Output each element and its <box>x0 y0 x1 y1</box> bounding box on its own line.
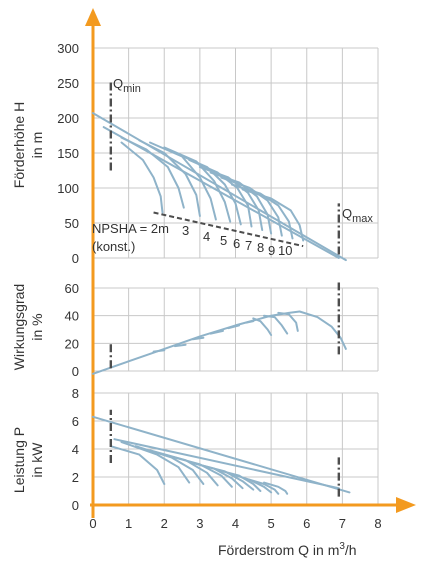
x-axis-label: Förderstrom Q in m3/h <box>218 541 357 558</box>
x-tick-label: 4 <box>232 516 239 531</box>
qmin-label: Qmin <box>113 76 141 95</box>
qmax-label-sub: max <box>352 213 373 225</box>
y-axis-arrow-icon <box>85 8 101 26</box>
head-y-tick-label: 250 <box>57 76 79 91</box>
axis-layer <box>85 8 416 518</box>
efficiency-curve <box>92 310 301 375</box>
efficiency-curve <box>209 329 224 335</box>
head-curve <box>241 188 305 242</box>
efficiency-curve <box>252 317 273 336</box>
qmax-label: Qmax <box>342 206 373 225</box>
npsha-value-8: 8 <box>257 240 264 255</box>
power-curve <box>263 481 289 495</box>
efficiency-y-tick-label: 0 <box>72 364 79 379</box>
power-curve <box>230 473 273 494</box>
npsha-value-9: 9 <box>268 243 275 258</box>
power-curve <box>92 415 351 494</box>
head-y-tick-label: 50 <box>65 216 79 231</box>
head-curve <box>173 152 242 226</box>
curve-layer <box>92 112 351 495</box>
head-curve <box>230 183 294 240</box>
head-ylabel-line1: Förderhöhe H <box>11 102 27 188</box>
x-tick-label: 2 <box>161 516 168 531</box>
x-tick-label: 6 <box>303 516 310 531</box>
npsha-value-4: 4 <box>203 229 210 244</box>
head-y-tick-label: 300 <box>57 41 79 56</box>
efficiency-curve <box>152 349 166 353</box>
head-curve <box>149 141 217 221</box>
head-y-tick-label: 150 <box>57 146 79 161</box>
head-curve <box>209 171 273 235</box>
head-ylabel-line2: in m <box>29 132 45 158</box>
power-curve <box>248 478 280 495</box>
head-curve <box>92 112 347 262</box>
x-axis-arrow-icon <box>396 497 416 513</box>
efficiency-ylabel-line1: Wirkungsgrad <box>11 284 27 370</box>
x-axis-label-end: /h <box>345 542 357 558</box>
qmin-label-sub: min <box>123 83 141 95</box>
power-curve <box>163 453 233 488</box>
npsha-line <box>153 211 304 248</box>
head-curve <box>188 159 253 228</box>
x-tick-label: 0 <box>89 516 96 531</box>
power-curve <box>109 445 166 485</box>
qmin-label-main: Q <box>113 76 123 91</box>
power-y-tick-label: 0 <box>72 498 79 513</box>
power-y-tick-label: 8 <box>72 386 79 401</box>
efficiency-y-tick-label: 20 <box>65 336 79 351</box>
x-axis-label-sup: 3 <box>339 541 345 552</box>
npsha-label-line1: NPSHA = 2m <box>92 221 169 236</box>
efficiency-curve <box>191 336 205 341</box>
npsha-value-5: 5 <box>220 233 227 248</box>
head-y-tick-label: 200 <box>57 111 79 126</box>
power-ylabel-line2: in kW <box>29 442 45 478</box>
efficiency-y-tick-label: 40 <box>65 309 79 324</box>
efficiency-curve <box>227 324 241 330</box>
npsha-value-10: 10 <box>278 243 292 258</box>
x-tick-label: 3 <box>196 516 203 531</box>
efficiency-curve <box>277 311 299 332</box>
power-y-tick-label: 6 <box>72 414 79 429</box>
efficiency-ylabel-line2: in % <box>29 313 45 340</box>
head-y-tick-label: 0 <box>72 251 79 266</box>
power-y-tick-label: 4 <box>72 442 79 457</box>
efficiency-curve <box>263 314 289 335</box>
efficiency-curve <box>298 310 347 350</box>
npsha-value-3: 3 <box>182 223 189 238</box>
head-curve <box>120 141 164 214</box>
efficiency-curve <box>245 320 255 324</box>
x-tick-label: 1 <box>125 516 132 531</box>
x-tick-label: 7 <box>339 516 346 531</box>
x-tick-label: 5 <box>268 516 275 531</box>
power-curve <box>113 438 340 490</box>
head-curve <box>163 146 232 223</box>
x-tick-label: 8 <box>374 516 381 531</box>
x-axis-label-main: Förderstrom Q in m <box>218 542 339 558</box>
npsha-value-7: 7 <box>245 238 252 253</box>
efficiency-curve <box>173 343 187 348</box>
head-curve <box>198 166 264 231</box>
power-ylabel-line1: Leistung P <box>11 427 27 493</box>
head-curve <box>220 176 283 237</box>
head-y-tick-label: 100 <box>57 181 79 196</box>
head-curve <box>120 136 185 209</box>
npsha-label-line2: (konst.) <box>92 239 135 254</box>
head-curve <box>138 139 201 217</box>
marker-layer <box>109 79 341 497</box>
npsha-value-6: 6 <box>233 236 240 251</box>
power-curve <box>202 464 255 491</box>
text-layer: Förderhöhe H in m Wirkungsgrad in % Leis… <box>11 76 373 558</box>
power-y-tick-label: 2 <box>72 470 79 485</box>
efficiency-y-tick-label: 60 <box>65 281 79 296</box>
qmax-label-main: Q <box>342 206 352 221</box>
power-curve <box>216 469 262 492</box>
